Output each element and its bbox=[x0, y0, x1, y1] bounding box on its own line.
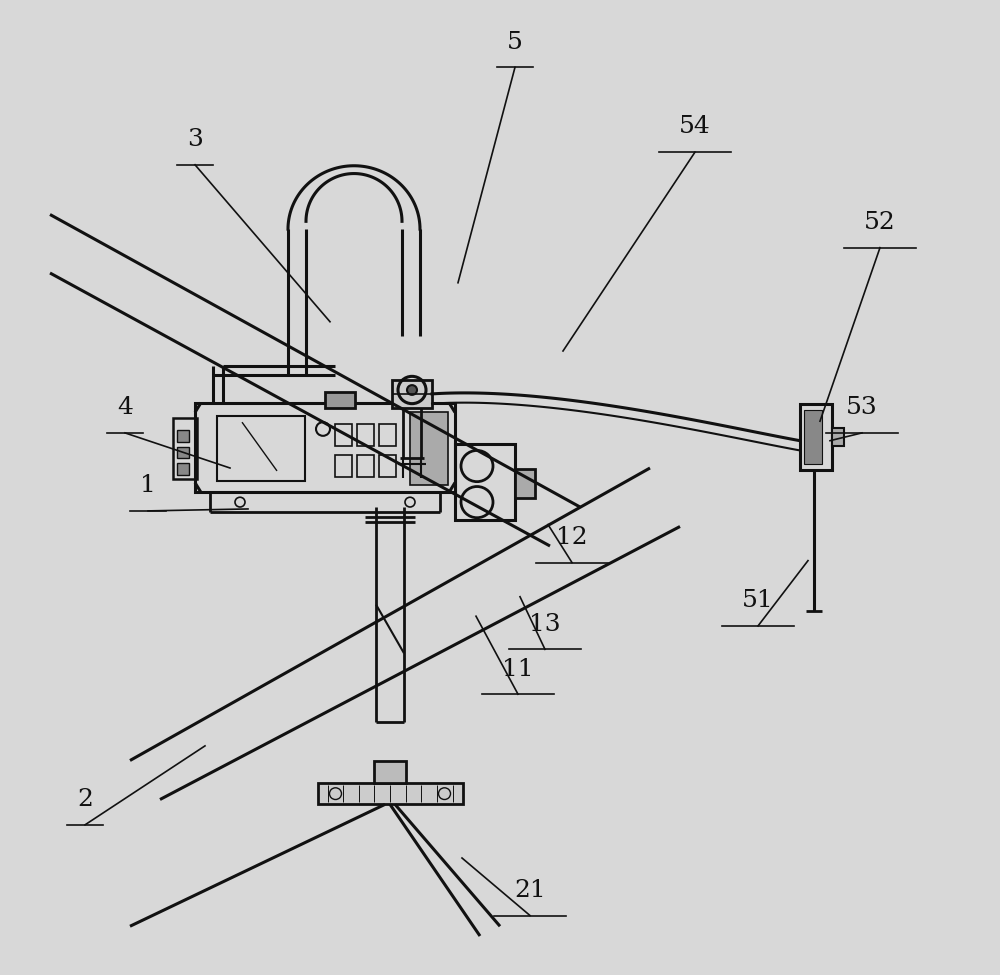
Bar bbox=[173, 418, 197, 479]
Bar bbox=[455, 444, 515, 520]
Bar bbox=[325, 392, 355, 408]
Text: 12: 12 bbox=[556, 526, 588, 549]
Text: 2: 2 bbox=[77, 788, 93, 811]
Bar bbox=[217, 416, 305, 481]
Text: 13: 13 bbox=[529, 612, 561, 636]
Bar bbox=[832, 428, 844, 446]
Bar bbox=[800, 404, 832, 470]
Bar bbox=[318, 783, 462, 804]
Bar bbox=[357, 455, 374, 477]
Text: 53: 53 bbox=[846, 396, 878, 419]
Bar bbox=[195, 403, 455, 492]
Bar bbox=[804, 410, 822, 464]
Bar bbox=[335, 455, 352, 477]
Text: 21: 21 bbox=[514, 878, 546, 902]
Text: 1: 1 bbox=[140, 474, 156, 497]
Bar bbox=[379, 424, 396, 446]
Text: 54: 54 bbox=[679, 115, 711, 138]
Bar bbox=[177, 430, 189, 442]
Circle shape bbox=[407, 385, 417, 395]
Bar bbox=[515, 469, 535, 498]
Text: 11: 11 bbox=[502, 657, 534, 681]
Text: 52: 52 bbox=[864, 211, 896, 234]
Bar bbox=[379, 455, 396, 477]
Text: 3: 3 bbox=[187, 128, 203, 151]
Bar bbox=[410, 412, 448, 485]
Bar bbox=[177, 447, 189, 458]
Bar bbox=[374, 761, 406, 783]
Text: 5: 5 bbox=[507, 30, 523, 54]
Bar bbox=[357, 424, 374, 446]
Bar bbox=[335, 424, 352, 446]
Bar bbox=[392, 380, 432, 408]
Bar bbox=[177, 463, 189, 475]
Text: 51: 51 bbox=[742, 589, 774, 612]
Text: 4: 4 bbox=[117, 396, 133, 419]
